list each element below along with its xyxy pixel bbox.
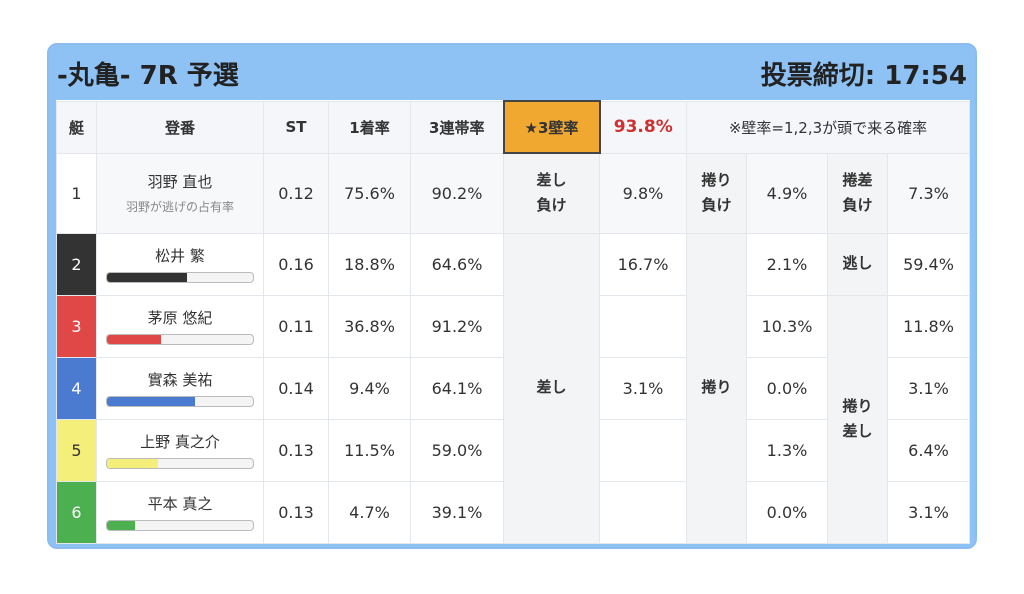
- pattern-label: 差し負け: [503, 152, 600, 234]
- pattern-rate: 7.3%: [887, 152, 970, 234]
- pattern-rate: 4.9%: [746, 152, 828, 234]
- stat-st: 0.13: [263, 480, 329, 544]
- header-row: 艇登番 ST 1着率 3連帯率 ★3壁率 93.8% ※壁率=1,2,3が頭で来る確率: [56, 100, 970, 154]
- pattern-rate: 0.0%: [746, 356, 828, 420]
- racer-name: 平本 真之: [147, 495, 213, 513]
- boat-row: 6 平本 真之 0.13 4.7% 39.1% 0.0% 3.1%: [56, 480, 970, 544]
- deadline: 投票締切: 17:54: [760, 61, 967, 91]
- boat-row: 5 上野 真之介 0.13 11.5% 59.0% 1.3% 6.4%: [56, 418, 970, 482]
- stat-top3: 91.2%: [410, 294, 504, 358]
- stat-top3: 64.6%: [410, 232, 504, 296]
- stat-top3: 39.1%: [410, 480, 504, 544]
- pattern-label: 捲り差し: [827, 294, 888, 544]
- bar-fill: [107, 397, 195, 406]
- stat-st: 0.13: [263, 418, 329, 482]
- pattern-rate: [599, 480, 687, 544]
- column-header: ※壁率=1,2,3が頭で来る確率: [686, 100, 970, 154]
- pattern-text: 捲差負け: [842, 170, 873, 215]
- pattern-label: 差し: [503, 232, 600, 544]
- bar-fill: [107, 459, 159, 468]
- stat-win: 18.8%: [328, 232, 411, 296]
- racer-cell: 松井 繁: [96, 232, 264, 296]
- boat-row: 2 松井 繁 0.16 18.8% 64.6% 差し 16.7% 捲り 2.1% 逃し 59.4%: [56, 232, 970, 544]
- stat-win: 9.4%: [328, 356, 411, 420]
- bar-track: [106, 272, 254, 283]
- boat-number: 1: [56, 152, 97, 234]
- racer-note: 羽野が逃げの占有率: [125, 200, 234, 214]
- bar-fill: [107, 521, 135, 530]
- bar-track: [106, 334, 254, 345]
- bar-fill: [107, 335, 162, 344]
- racer-cell: 平本 真之: [96, 480, 264, 544]
- bar-track: [106, 458, 254, 469]
- pattern-text: 捲り: [701, 378, 732, 397]
- column-header: 1着率: [328, 100, 411, 154]
- racer-name: 茅原 悠紀: [147, 309, 213, 327]
- race-card: -丸亀- 7R 予選 投票締切: 17:54 艇登番 ST 1着率 3連帯率 ★3壁率 9…: [47, 43, 977, 549]
- pattern-rate: 3.1%: [599, 356, 687, 420]
- boat-number: 2: [56, 232, 97, 296]
- pattern-label: 捲り負け: [686, 152, 747, 234]
- stat-win: 11.5%: [328, 418, 411, 482]
- stat-win: 36.8%: [328, 294, 411, 358]
- stat-top3: 64.1%: [410, 356, 504, 420]
- pattern-text: 差し: [536, 378, 567, 397]
- pattern-text: 差し負け: [536, 170, 567, 215]
- pattern-rate: 16.7%: [599, 232, 687, 296]
- boat-row: 1 羽野 直也 羽野が逃げの占有率 0.12 75.6% 90.2% 差し負け 9.8% 捲り負…: [56, 152, 970, 234]
- racer-name: 松井 繁: [155, 247, 205, 265]
- pattern-rate: 0.0%: [746, 480, 828, 544]
- stat-top3: 59.0%: [410, 418, 504, 482]
- pattern-label: 捲差負け: [827, 152, 888, 234]
- race-table: 艇登番 ST 1着率 3連帯率 ★3壁率 93.8% ※壁率=1,2,3が頭で来る確率 1 羽野…: [56, 100, 970, 544]
- pattern-rate: 3.1%: [887, 480, 970, 544]
- racer-cell: 羽野 直也羽野が逃げの占有率: [96, 152, 264, 234]
- pattern-text: 捲り差し: [842, 396, 873, 441]
- column-header: 3連帯率: [410, 100, 504, 154]
- boat-row: 4 實森 美祐 0.14 9.4% 64.1% 3.1% 0.0% 3.1%: [56, 356, 970, 420]
- stat-st: 0.16: [263, 232, 329, 296]
- pattern-rate: 2.1%: [746, 232, 828, 296]
- racer-cell: 茅原 悠紀: [96, 294, 264, 358]
- pattern-rate: 1.3%: [746, 418, 828, 482]
- column-header: 93.8%: [599, 100, 687, 154]
- column-header: 艇: [56, 100, 97, 154]
- pattern-rate: 11.8%: [887, 294, 970, 358]
- pattern-rate: 59.4%: [887, 232, 970, 296]
- racer-name: 實森 美祐: [147, 371, 213, 389]
- column-header: ★3壁率: [502, 100, 601, 154]
- racer-cell: 上野 真之介: [96, 418, 264, 482]
- stat-win: 4.7%: [328, 480, 411, 544]
- column-header: ST: [263, 100, 329, 154]
- column-header: 登番: [96, 100, 264, 154]
- bar-track: [106, 520, 254, 531]
- racer-name: 上野 真之介: [140, 433, 220, 451]
- pattern-rate: 10.3%: [746, 294, 828, 358]
- boat-number: 4: [56, 356, 97, 420]
- bar-track: [106, 396, 254, 407]
- boat-row: 3 茅原 悠紀 0.11 36.8% 91.2% 10.3% 捲り差し 11.8%: [56, 294, 970, 544]
- pattern-rate: 9.8%: [599, 152, 687, 234]
- stat-st: 0.14: [263, 356, 329, 420]
- pattern-rate: 3.1%: [887, 356, 970, 420]
- pattern-rate: [599, 418, 687, 482]
- race-title: -丸亀- 7R 予選: [57, 61, 239, 91]
- pattern-rate: 6.4%: [887, 418, 970, 482]
- pattern-label: 捲り: [686, 232, 747, 544]
- pattern-rate: [599, 294, 687, 358]
- stat-win: 75.6%: [328, 152, 411, 234]
- pattern-text: 逃し: [842, 254, 873, 273]
- stat-top3: 90.2%: [410, 152, 504, 234]
- bar-fill: [107, 273, 188, 282]
- pattern-label: 逃し: [827, 232, 888, 296]
- boat-number: 6: [56, 480, 97, 544]
- pattern-text: 捲り負け: [701, 170, 732, 215]
- boat-number: 3: [56, 294, 97, 358]
- stat-st: 0.12: [263, 152, 329, 234]
- stat-st: 0.11: [263, 294, 329, 358]
- racer-cell: 實森 美祐: [96, 356, 264, 420]
- racer-name: 羽野 直也: [147, 173, 213, 191]
- boat-number: 5: [56, 418, 97, 482]
